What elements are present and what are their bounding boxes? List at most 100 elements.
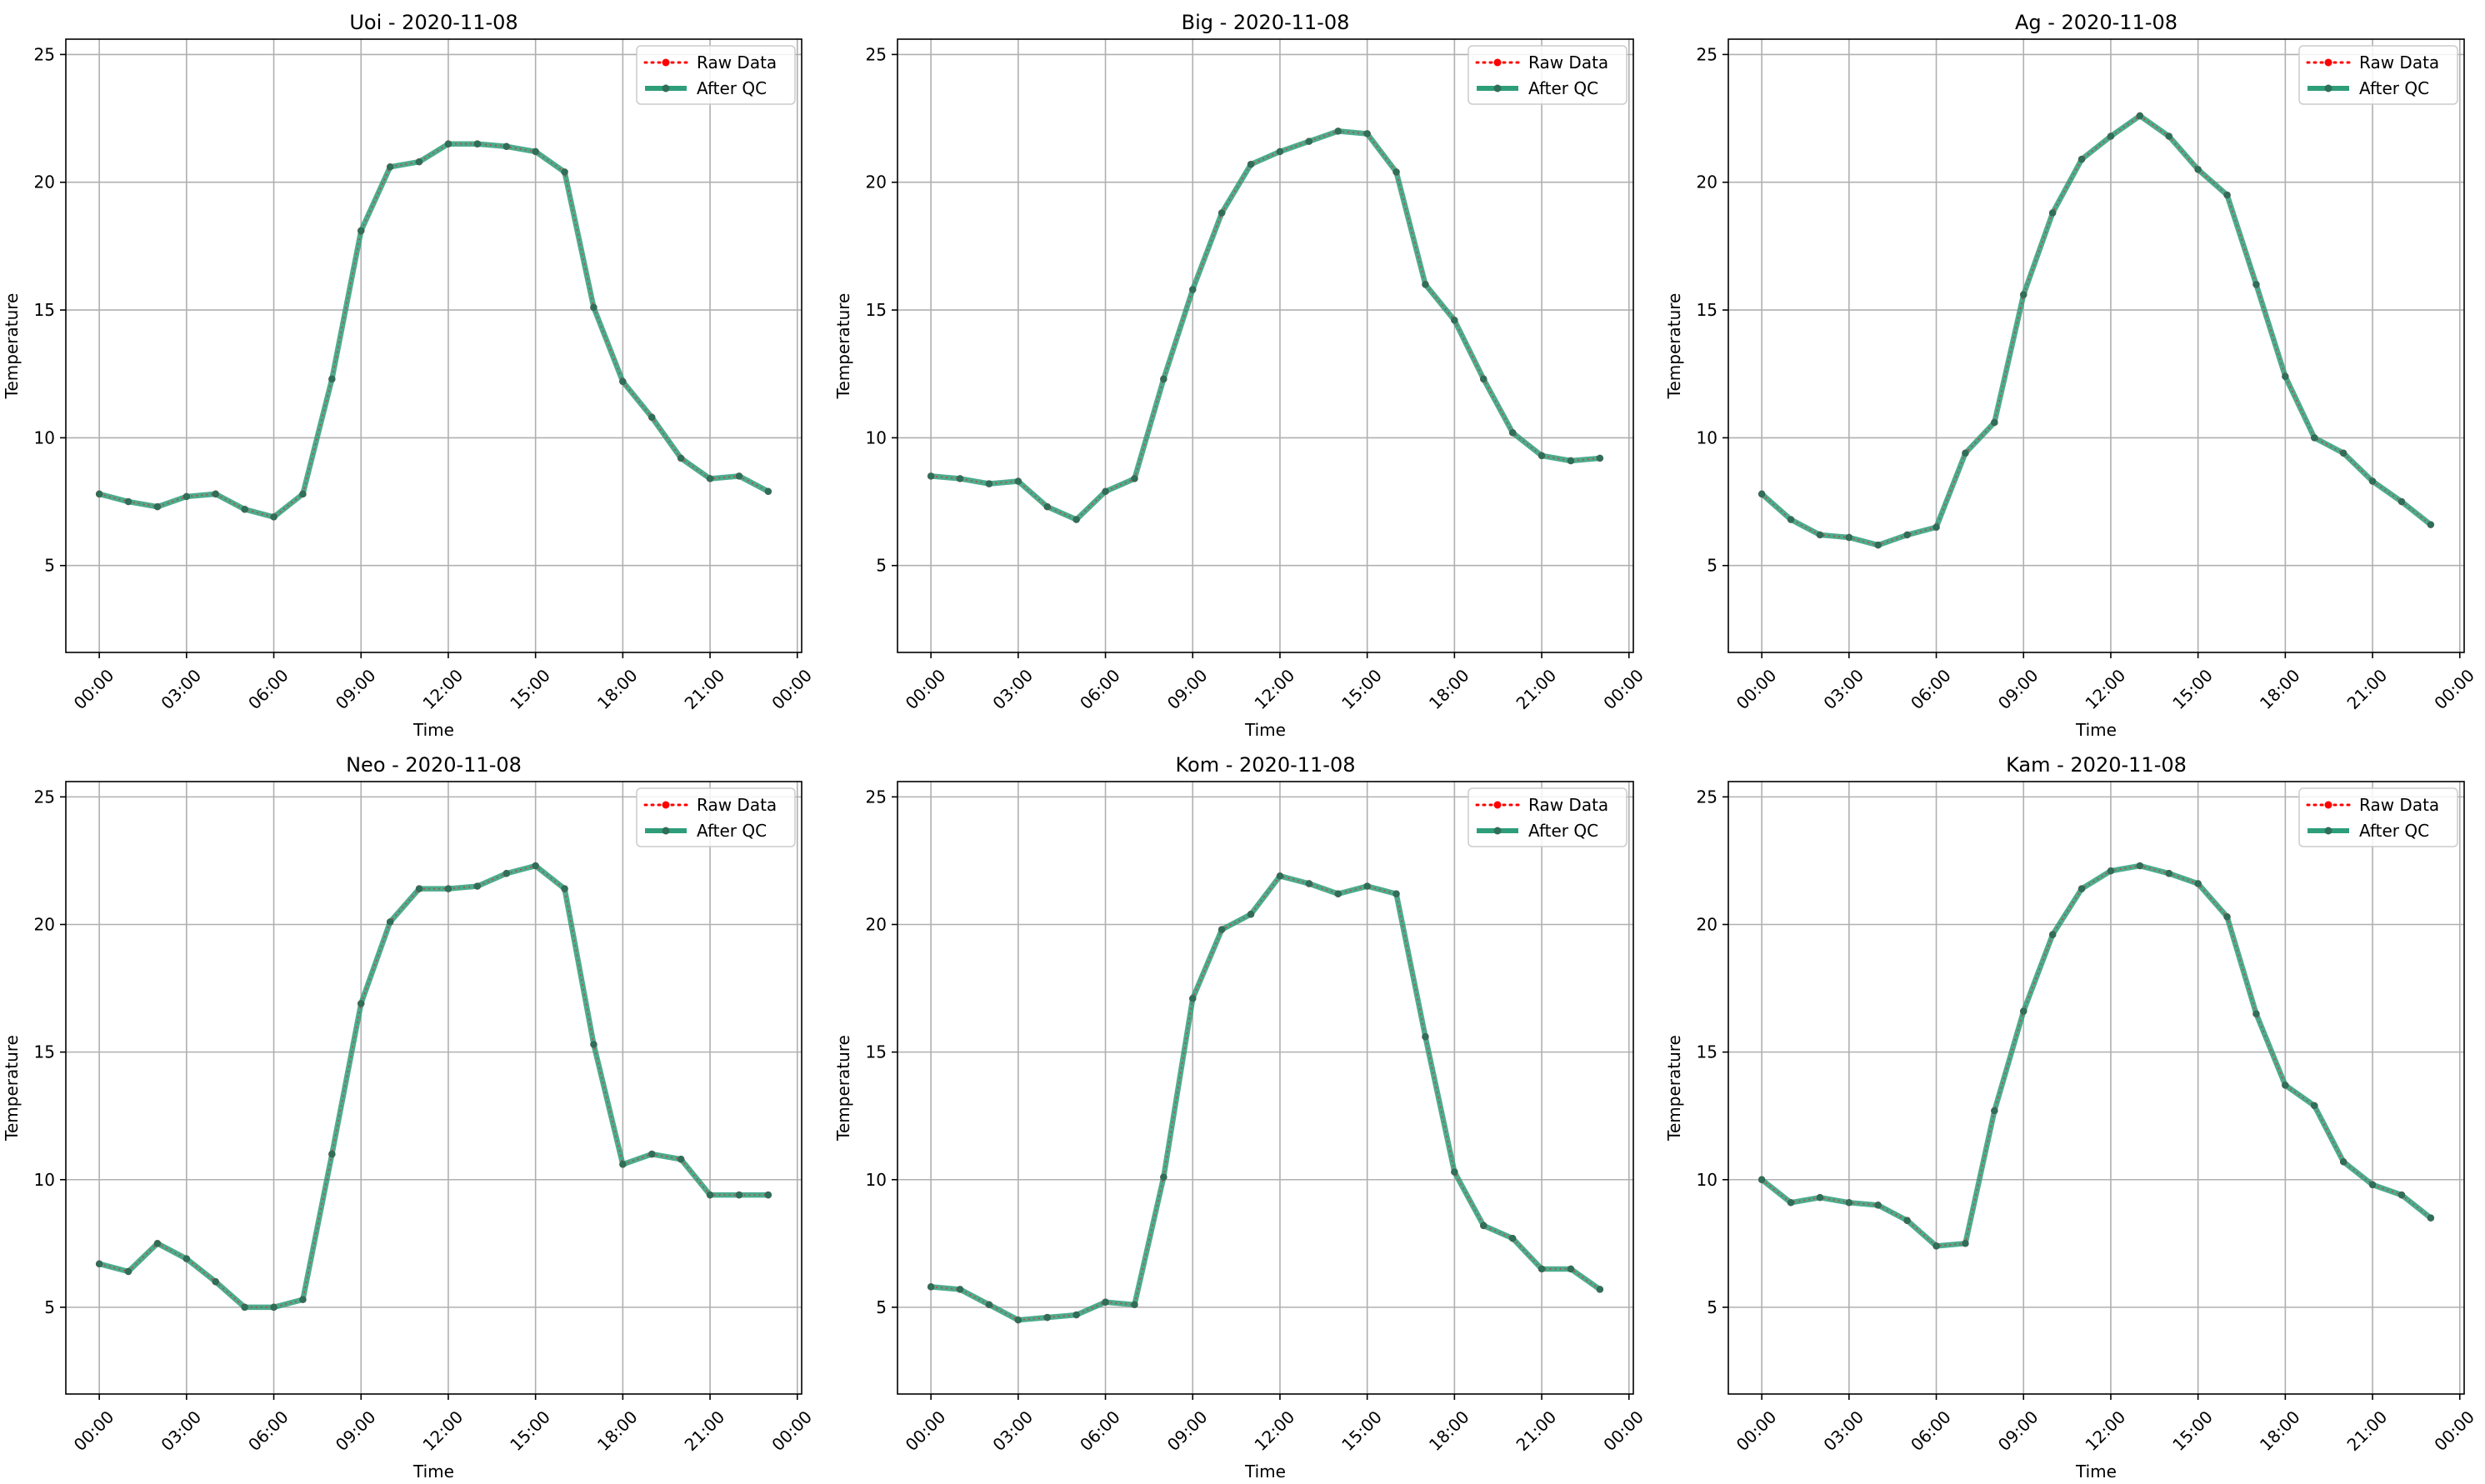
x-tick-label: 09:00 (1163, 665, 1212, 713)
y-tick-label: 15 (34, 1042, 55, 1062)
after-qc-point (2165, 132, 2172, 140)
after-qc-point (182, 492, 191, 501)
x-tick-label: 12:00 (1251, 1407, 1299, 1455)
after-qc-point (2223, 191, 2231, 199)
after-qc-point (1043, 503, 1051, 511)
after-qc-point (2194, 166, 2202, 173)
after-qc-point (153, 1240, 162, 1247)
x-tick-label: 03:00 (988, 665, 1037, 713)
y-tick-label: 5 (1707, 556, 1718, 576)
after-qc-point (95, 490, 103, 498)
y-axis-label: Temperature (833, 1035, 853, 1142)
after-qc-point (502, 142, 510, 150)
y-axis-label: Temperature (1664, 293, 1684, 400)
x-tick-label: 03:00 (1819, 1407, 1868, 1455)
y-axis-label: Temperature (2, 293, 22, 400)
after-qc-point (1189, 995, 1197, 1002)
after-qc-point (1932, 1242, 1940, 1250)
chart-panel-5: 00:00 03:00 06:00 09:00 12:00 15:00 18:00 21:00… (1664, 753, 2478, 1482)
x-tick-label: 18:00 (593, 1407, 642, 1455)
after-qc-point (985, 1301, 993, 1309)
y-tick-label: 20 (866, 172, 887, 192)
legend-qc-marker (662, 827, 670, 835)
after-qc-point (2020, 291, 2028, 298)
y-tick-label: 10 (1697, 1170, 1718, 1190)
axes-frame (65, 781, 802, 1395)
after-qc-point (1131, 475, 1138, 482)
chart-title: Neo - 2020-11-08 (346, 753, 522, 777)
chart-panel-1: 00:00 03:00 06:00 09:00 12:00 15:00 18:00 21:00… (833, 11, 1648, 740)
x-tick-label: 21:00 (1512, 1407, 1561, 1455)
legend-raw-label: Raw Data (2359, 795, 2439, 815)
legend-qc-label: After QC (2359, 821, 2429, 841)
chart-panel-2: 00:00 03:00 06:00 09:00 12:00 15:00 18:00 21:00… (1664, 11, 2478, 740)
after-qc-point (561, 168, 568, 176)
after-qc-point (648, 1150, 656, 1158)
after-qc-point (1276, 872, 1284, 880)
y-tick-label: 15 (866, 300, 887, 320)
after-qc-point (2020, 1007, 2028, 1015)
after-qc-point (473, 140, 482, 147)
legend-qc-marker (1493, 827, 1502, 835)
y-tick-label: 5 (44, 556, 55, 576)
after-qc-point (1131, 1301, 1138, 1309)
y-tick-label: 10 (1697, 427, 1718, 447)
after-qc-point (1014, 477, 1022, 485)
after-qc-point (2282, 372, 2289, 380)
after-qc-point (590, 303, 598, 312)
y-tick-label: 20 (34, 172, 55, 192)
x-tick-label: 09:00 (1994, 665, 2042, 713)
after-qc-point (153, 503, 162, 511)
x-tick-label: 18:00 (2256, 1407, 2304, 1455)
after-qc-point (1363, 130, 1371, 137)
after-qc-point (1363, 882, 1371, 890)
after-qc-point (1567, 1265, 1575, 1273)
x-tick-label: 06:00 (244, 665, 292, 713)
after-qc-point (1276, 147, 1284, 156)
after-qc-point (2165, 870, 2172, 877)
x-tick-label: 00:00 (902, 665, 950, 713)
y-axis-label: Temperature (2, 1035, 22, 1142)
after-qc-point (1787, 1199, 1795, 1207)
series-line-raw-data (1761, 115, 2432, 547)
chart-title: Ag - 2020-11-08 (2015, 11, 2178, 34)
x-tick-label: 15:00 (506, 665, 554, 713)
x-tick-label: 21:00 (681, 665, 729, 713)
legend-qc-label: After QC (1528, 821, 1598, 841)
series-line-after-qc (930, 873, 1602, 1323)
after-qc-point (1102, 1298, 1109, 1306)
after-qc-point (1102, 487, 1109, 495)
after-qc-point (1043, 1313, 1051, 1322)
after-qc-point (1422, 1033, 1429, 1041)
y-tick-label: 25 (1697, 787, 1718, 807)
after-qc-point (241, 1303, 248, 1312)
after-qc-point (415, 885, 423, 892)
x-tick-label: 09:00 (332, 1407, 380, 1455)
y-tick-label: 10 (866, 427, 887, 447)
x-tick-label: 03:00 (157, 1407, 205, 1455)
after-qc-point (1480, 375, 1488, 383)
chart-title: Kom - 2020-11-08 (1176, 753, 1356, 777)
after-qc-point (2311, 434, 2318, 442)
after-qc-point (1991, 418, 1998, 427)
after-qc-point (619, 1161, 627, 1168)
after-qc-point (1392, 890, 1400, 897)
series-line-after-qc (1759, 112, 2432, 548)
after-qc-point (2048, 931, 2057, 938)
legend-qc-label: After QC (1528, 78, 1598, 98)
y-tick-label: 5 (1707, 1297, 1718, 1317)
after-qc-point (2136, 862, 2144, 870)
series-line-after-qc (98, 862, 768, 1311)
x-tick-label: 12:00 (2082, 1407, 2130, 1455)
after-qc-point (1845, 1199, 1853, 1207)
after-qc-point (1334, 890, 1342, 897)
after-qc-point (532, 862, 539, 870)
after-qc-point (2078, 885, 2086, 892)
x-tick-label: 09:00 (332, 665, 380, 713)
series-line-raw-data (931, 130, 1600, 521)
series-line-raw-data (98, 142, 769, 518)
after-qc-point (328, 375, 336, 383)
after-qc-point (2252, 1010, 2260, 1017)
x-tick-label: 00:00 (768, 665, 816, 713)
